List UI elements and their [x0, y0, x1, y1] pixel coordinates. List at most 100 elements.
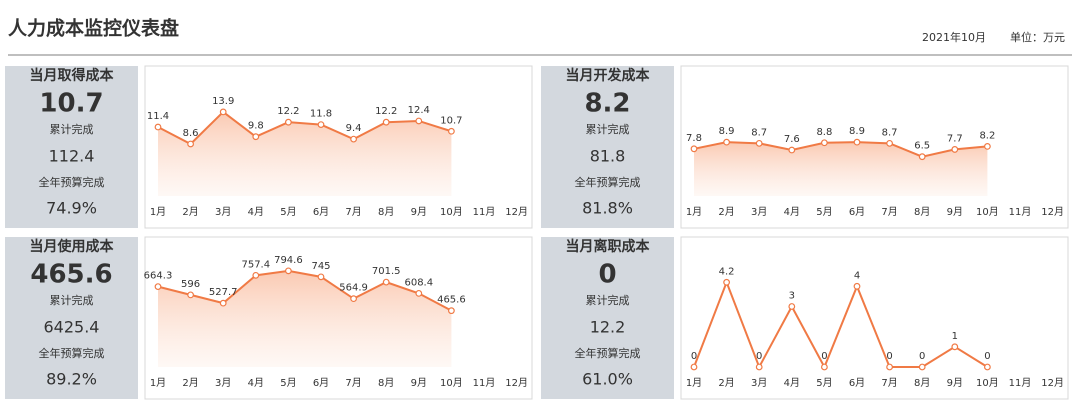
kpi-title: 当月离职成本: [566, 238, 651, 255]
kpi-cumulative: 81.8: [590, 147, 626, 166]
x-tick-label: 10月: [976, 377, 999, 389]
data-label: 8.9: [719, 126, 735, 137]
x-tick-label: 11月: [473, 377, 496, 389]
page-title: 人力成本监控仪表盘: [8, 17, 179, 40]
x-tick-label: 1月: [150, 206, 166, 218]
point: [415, 117, 423, 125]
kpi-label: 累计完成: [50, 293, 94, 307]
point: [448, 307, 455, 315]
data-label: 9.4: [346, 123, 362, 134]
point: [788, 146, 796, 154]
data-label: 11.8: [310, 109, 332, 120]
chart-panel: [680, 236, 1069, 400]
data-label: 9.8: [248, 121, 264, 132]
data-label: 13.9: [212, 96, 234, 107]
x-tick-label: 11月: [1009, 377, 1032, 389]
report-date: 2021年10月: [922, 30, 986, 44]
point: [918, 153, 926, 161]
x-tick-label: 9月: [411, 206, 427, 218]
point: [951, 146, 959, 153]
point: [821, 139, 828, 147]
x-tick-label: 7月: [345, 377, 361, 389]
kpi-label: 累计完成: [586, 293, 630, 307]
x-tick-label: 12月: [505, 206, 528, 218]
x-tick-label: 2月: [182, 377, 198, 389]
x-tick-label: 9月: [411, 377, 427, 389]
x-tick-label: 8月: [914, 377, 930, 389]
kpi-budget: 61.0%: [582, 370, 633, 389]
point: [252, 133, 260, 141]
point: [853, 282, 861, 290]
point: [918, 363, 926, 371]
data-label: 701.5: [372, 266, 401, 277]
x-tick-label: 3月: [215, 377, 231, 389]
data-label: 564.9: [339, 283, 368, 294]
point: [415, 289, 423, 297]
area: [158, 111, 452, 196]
data-label: 4.2: [719, 266, 735, 277]
point: [382, 278, 390, 286]
x-tick-label: 7月: [881, 377, 897, 389]
x-tick-label: 5月: [280, 206, 296, 218]
kpi-cumulative: 6425.4: [44, 318, 100, 337]
x-tick-label: 12月: [1041, 206, 1064, 218]
data-label: 7.7: [947, 133, 963, 144]
point: [723, 278, 730, 286]
x-tick-label: 7月: [345, 206, 361, 218]
x-tick-label: 3月: [751, 206, 767, 218]
x-tick-label: 6月: [313, 377, 329, 389]
data-label: 3: [789, 291, 795, 302]
point: [723, 138, 730, 146]
kpi-label: 全年预算完成: [575, 346, 641, 360]
kpi-box: [541, 66, 674, 228]
x-tick-label: 11月: [1009, 206, 1032, 218]
kpi-label: 累计完成: [586, 122, 630, 136]
point: [788, 303, 796, 310]
kpi-label: 全年预算完成: [39, 346, 105, 360]
data-label: 4: [854, 270, 860, 281]
data-label: 8.8: [816, 127, 832, 138]
point: [984, 363, 991, 371]
x-tick-label: 12月: [1041, 377, 1064, 389]
x-tick-label: 2月: [718, 206, 734, 218]
x-tick-label: 5月: [280, 377, 296, 389]
data-label: 745: [311, 261, 330, 272]
line: [693, 279, 988, 370]
x-tick-label: 10月: [976, 206, 999, 218]
kpi-box: [541, 237, 674, 399]
point: [317, 273, 325, 281]
point: [187, 140, 195, 148]
area: [158, 270, 452, 367]
data-label: 757.4: [241, 259, 270, 270]
data-label: 7.8: [686, 133, 702, 144]
x-tick-label: 3月: [751, 377, 767, 389]
x-tick-label: 8月: [378, 206, 394, 218]
data-label: 10.7: [440, 115, 462, 126]
x-tick-label: 4月: [784, 377, 800, 389]
point: [317, 121, 325, 129]
kpi-box: [5, 66, 138, 228]
x-tick-label: 9月: [947, 377, 963, 389]
line: [693, 141, 988, 158]
kpi-title: 当月使用成本: [30, 238, 115, 255]
data-label: 0: [821, 351, 827, 362]
x-tick-label: 4月: [248, 377, 264, 389]
kpi-cumulative: 112.4: [49, 147, 95, 166]
point: [350, 135, 358, 143]
data-label: 8.2: [979, 130, 995, 141]
point: [219, 299, 227, 307]
data-label: 7.6: [784, 134, 800, 145]
x-tick-label: 6月: [849, 377, 865, 389]
point: [350, 295, 358, 303]
data-label: 11.4: [147, 111, 169, 122]
x-tick-label: 11月: [473, 206, 496, 218]
data-label: 608.4: [404, 277, 433, 288]
point: [690, 363, 698, 371]
point: [821, 363, 828, 371]
unit: 单位：万元: [1010, 30, 1065, 44]
data-label: 0: [886, 351, 892, 362]
kpi-cumulative: 12.2: [590, 318, 626, 337]
data-label: 664.3: [144, 271, 173, 282]
point: [219, 108, 227, 116]
